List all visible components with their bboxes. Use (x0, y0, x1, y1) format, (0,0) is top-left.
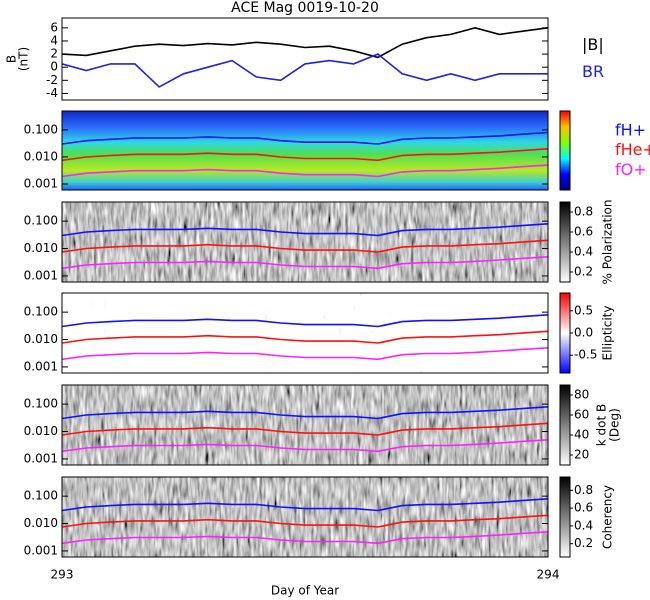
y-tick-label: 0.100 (24, 397, 58, 411)
series-line (62, 498, 548, 512)
y-tick-label: 0.100 (24, 305, 58, 319)
y-tick-label: 0.001 (24, 359, 58, 373)
legend-label: BR (582, 62, 604, 81)
colorbar (559, 201, 571, 283)
y-tick-label: 2 (50, 47, 58, 61)
series-line (62, 26, 548, 59)
colorbar-tick-label: 0.2 (574, 265, 593, 279)
x-tick-label: 294 (537, 568, 560, 582)
plot-frame (61, 384, 549, 466)
colorbar-tick-label: -0.5 (574, 348, 597, 362)
series-line (62, 422, 548, 436)
spectrogram-bg (62, 202, 548, 282)
y-tick-label: 0.010 (24, 149, 58, 163)
y-tick-label: 0.001 (24, 451, 58, 465)
legend-label: |B| (582, 35, 604, 54)
series-line (62, 164, 548, 178)
colorbar (559, 476, 571, 558)
colorbar-tick-label: 80 (574, 388, 589, 402)
y-tick-label: 0.010 (24, 332, 58, 346)
series-line (62, 53, 548, 88)
plot-frame (61, 110, 549, 191)
series-line (62, 314, 548, 328)
y-tick-label: 0.010 (24, 424, 58, 438)
series-line (62, 239, 548, 253)
y-axis-label: (nT) (17, 47, 31, 71)
series-line (62, 531, 548, 545)
plot-frame (61, 17, 549, 101)
y-tick-label: 0.010 (24, 516, 58, 530)
colorbar-label: % Polarization (601, 200, 615, 285)
colorbar-tick-label: 0.6 (574, 501, 593, 515)
legend-label: fHe+ (615, 140, 650, 159)
y-tick-label: 0 (50, 60, 58, 74)
y-tick-label: 0.001 (24, 543, 58, 557)
plot-frame (61, 292, 549, 374)
y-axis-label: B (5, 55, 19, 63)
y-tick-label: 0.010 (24, 241, 58, 255)
y-tick-label: 0.001 (24, 268, 58, 282)
series-line (62, 347, 548, 361)
y-tick-label: 0.100 (24, 122, 58, 136)
colorbar-tick-label: 0.4 (574, 518, 593, 532)
spectrogram-bg (62, 385, 548, 465)
spectrogram-bg (62, 111, 548, 190)
series-line (62, 223, 548, 237)
series-line (62, 330, 548, 344)
y-tick-label: 0.100 (24, 489, 58, 503)
legend-label: fH+ (615, 120, 646, 139)
colorbar (559, 110, 571, 191)
y-tick-label: 0.001 (24, 176, 58, 190)
colorbar-tick-label: 0.6 (574, 225, 593, 239)
x-axis-label: Day of Year (271, 584, 339, 598)
chart-title: ACE Mag 0019-10-20 (231, 0, 379, 16)
colorbar-label: k dot B (595, 404, 609, 446)
spectrogram-bg (62, 477, 548, 557)
series-line (62, 148, 548, 162)
colorbar-tick-label: 0.2 (574, 536, 593, 550)
y-tick-label: 0.100 (24, 214, 58, 228)
colorbar (559, 384, 571, 466)
colorbar-tick-label: 20 (574, 448, 589, 462)
colorbar-tick-label: 40 (574, 428, 589, 442)
spectrogram-bg (62, 293, 548, 373)
colorbar-label: (Deg) (608, 408, 622, 442)
colorbar-label: Ellipticity (601, 306, 615, 361)
x-tick-label: 293 (51, 568, 74, 582)
series-line (62, 256, 548, 270)
series-line (62, 406, 548, 420)
colorbar (559, 292, 571, 374)
y-tick-label: 4 (50, 33, 58, 47)
plot-frame (61, 201, 549, 283)
colorbar-tick-label: 60 (574, 408, 589, 422)
series-line (62, 439, 548, 453)
plot-frame (61, 476, 549, 558)
colorbar-tick-label: 0.8 (574, 205, 593, 219)
colorbar-tick-label: 0.4 (574, 245, 593, 259)
colorbar-tick-label: 0.0 (574, 326, 593, 340)
colorbar-tick-label: 0.5 (574, 303, 593, 317)
colorbar-label: Coherency (601, 485, 615, 549)
series-line (62, 131, 548, 145)
colorbar-tick-label: 0.8 (574, 483, 593, 497)
y-tick-label: 6 (50, 20, 58, 34)
legend-label: fO+ (615, 160, 647, 179)
series-line (62, 514, 548, 528)
y-tick-label: -4 (46, 86, 58, 100)
y-tick-label: -2 (46, 73, 58, 87)
